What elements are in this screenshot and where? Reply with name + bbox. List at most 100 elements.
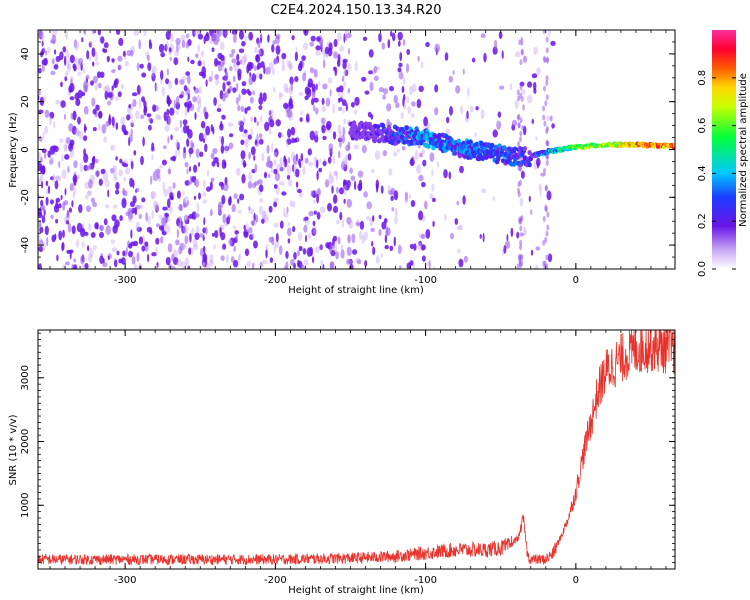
noise-speck <box>259 133 263 139</box>
noise-speck <box>71 200 74 208</box>
noise-speck <box>254 163 258 173</box>
noise-speck <box>313 156 317 162</box>
noise-speck <box>338 97 344 102</box>
noise-speck <box>65 49 70 60</box>
noise-speck <box>163 111 167 122</box>
noise-speck <box>155 237 160 245</box>
noise-speck <box>333 194 338 204</box>
noise-speck <box>276 55 280 64</box>
noise-speck <box>40 156 43 164</box>
noise-speck <box>273 197 280 202</box>
noise-speck <box>243 224 246 231</box>
noise-speck <box>53 64 59 70</box>
noise-speck <box>335 219 340 225</box>
noise-speck <box>372 215 375 222</box>
noise-speck <box>47 185 51 194</box>
streak-speck <box>517 113 521 120</box>
noise-speck <box>313 68 318 78</box>
spectrogram-ytick-label: 20 <box>20 95 31 108</box>
noise-speck <box>297 232 303 241</box>
noise-speck <box>115 181 120 190</box>
noise-speck <box>265 249 268 259</box>
noise-speck <box>352 249 358 255</box>
noise-speck <box>69 249 72 260</box>
noise-speck <box>327 156 332 164</box>
noise-speck <box>304 157 309 164</box>
noise-speck <box>251 182 257 189</box>
noise-speck <box>275 232 279 243</box>
noise-speck <box>183 196 189 201</box>
noise-speck <box>154 82 157 92</box>
spectrogram-xtick-label: 0 <box>573 275 579 286</box>
noise-speck <box>185 41 190 49</box>
noise-speck <box>413 243 417 251</box>
noise-speck <box>285 87 290 94</box>
streak-speck <box>545 139 549 146</box>
noise-speck <box>107 100 111 106</box>
noise-speck <box>469 105 474 113</box>
noise-speck <box>68 207 73 213</box>
noise-speck <box>195 212 200 218</box>
noise-speck <box>176 110 179 115</box>
noise-speck <box>492 196 496 201</box>
noise-speck <box>249 234 254 240</box>
noise-speck <box>187 56 190 63</box>
noise-speck <box>88 40 93 48</box>
noise-speck <box>475 106 479 111</box>
noise-speck <box>406 48 411 56</box>
noise-speck <box>298 245 303 252</box>
noise-speck <box>448 75 453 83</box>
noise-speck <box>273 58 277 65</box>
noise-speck <box>286 174 291 180</box>
noise-speck <box>480 109 485 119</box>
noise-speck <box>213 244 216 250</box>
noise-speck <box>107 189 110 198</box>
noise-speck <box>126 114 131 121</box>
noise-speck <box>322 135 327 141</box>
noise-speck <box>250 127 253 138</box>
noise-speck <box>38 219 42 229</box>
noise-speck <box>76 130 81 136</box>
noise-speck <box>220 144 225 154</box>
noise-speck <box>92 61 95 67</box>
noise-speck <box>434 107 439 116</box>
noise-speck <box>92 201 97 208</box>
noise-speck <box>138 213 142 219</box>
noise-speck <box>81 37 84 43</box>
noise-speck <box>287 227 292 237</box>
noise-speck <box>483 52 487 63</box>
streak-speck <box>517 187 520 194</box>
noise-speck <box>425 229 431 239</box>
noise-speck <box>474 132 477 138</box>
ridge-point <box>375 124 381 130</box>
noise-speck <box>237 198 240 204</box>
noise-speck <box>135 110 140 120</box>
noise-speck <box>251 73 257 83</box>
noise-speck <box>366 201 373 210</box>
streak-speck <box>545 47 549 54</box>
noise-speck <box>149 229 153 235</box>
noise-speck <box>83 126 87 131</box>
noise-speck <box>394 207 398 217</box>
noise-speck <box>519 197 524 207</box>
noise-speck <box>315 83 318 91</box>
noise-speck <box>380 185 384 194</box>
noise-speck <box>113 169 117 179</box>
noise-speck <box>222 213 227 224</box>
noise-speck <box>54 175 61 181</box>
noise-speck <box>335 251 339 260</box>
noise-speck <box>105 204 110 209</box>
noise-speck <box>371 169 375 174</box>
noise-speck <box>133 263 138 269</box>
noise-speck <box>214 74 219 81</box>
noise-speck <box>426 261 430 267</box>
noise-speck <box>320 117 326 125</box>
colorbar: 0.0 0.2 0.4 0.6 0.8 Normalized spectral ampl… <box>697 30 749 277</box>
noise-speck <box>167 243 173 253</box>
noise-speck <box>105 225 111 235</box>
noise-speck <box>272 58 279 65</box>
noise-speck <box>299 60 303 68</box>
noise-speck <box>259 73 263 80</box>
noise-speck <box>350 101 355 108</box>
noise-speck <box>80 255 85 265</box>
